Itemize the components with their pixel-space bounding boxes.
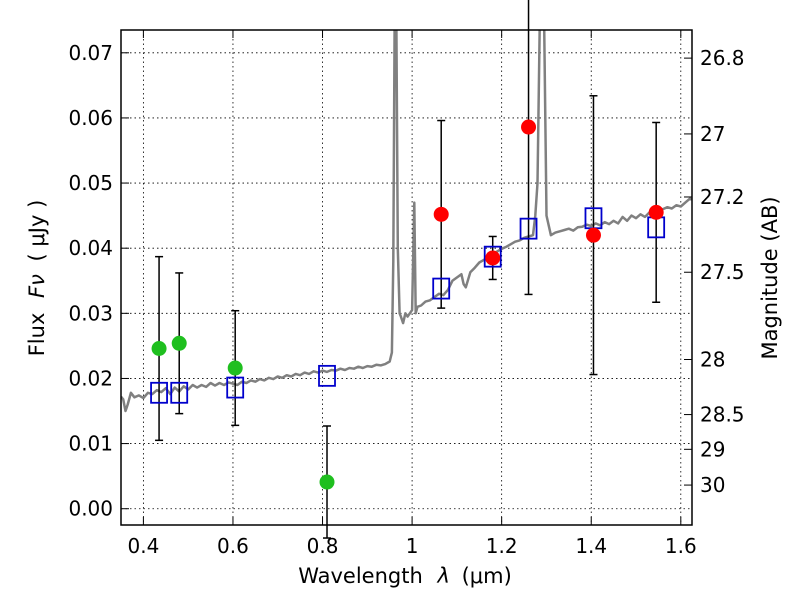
- x-tick-label: 0.4: [127, 534, 159, 558]
- mag-tick-label: 26.8: [700, 46, 745, 70]
- x-tick-label: 0.8: [307, 534, 339, 558]
- mag-tick-label: 29: [700, 437, 725, 461]
- plot-frame: [120, 29, 693, 526]
- model-point: [519, 217, 538, 240]
- x-tick-label: 0.6: [217, 534, 249, 558]
- x-axis-label: Wavelength λ (μm): [298, 564, 512, 588]
- x-tick-label: 1: [406, 534, 419, 558]
- red-data-point: [585, 227, 601, 243]
- mag-tick-label: 30: [700, 473, 725, 497]
- red-data-point: [521, 119, 537, 135]
- y-tick-label: 0.04: [68, 236, 113, 260]
- y-axis-label: Flux Fν ( μJy ): [25, 200, 49, 357]
- model-point: [226, 376, 245, 399]
- mag-tick-label: 27.5: [700, 260, 745, 284]
- model-point: [318, 364, 336, 387]
- y-tick-label: 0.00: [68, 497, 113, 521]
- model-point: [483, 245, 502, 268]
- model-point: [432, 277, 451, 300]
- model-point: [170, 381, 189, 404]
- data-points-layer: [150, 119, 666, 490]
- red-data-point: [648, 204, 664, 220]
- y-tick-label: 0.03: [68, 301, 113, 325]
- x-tick-label: 1.6: [665, 534, 697, 558]
- y-tick-label: 0.05: [68, 171, 113, 195]
- sed-curve-layer: [121, 30, 692, 413]
- sed-model-curve: [121, 30, 692, 413]
- mag-tick-label: 27: [700, 122, 725, 146]
- axis-ticks: 0.4 0.6 0.8 1 1.2 1.4 1.6 0.00 0.01 0.02 0.03 0.04 0…: [68, 30, 745, 558]
- mag-tick-label: 28.5: [700, 403, 745, 427]
- green-data-point: [171, 335, 187, 351]
- green-data-point: [227, 360, 243, 376]
- mag-tick-label: 27.2: [700, 185, 745, 209]
- y-tick-label: 0.01: [68, 432, 113, 456]
- green-data-point: [151, 340, 167, 356]
- mag-tick-label: 28: [700, 348, 725, 372]
- red-data-point: [433, 206, 449, 222]
- x-tick-label: 1.4: [575, 534, 607, 558]
- red-data-point: [485, 250, 501, 266]
- y2-axis-label: Magnitude (AB): [758, 196, 782, 359]
- x-tick-label: 1.2: [486, 534, 518, 558]
- y-tick-label: 0.07: [68, 41, 113, 65]
- y-tick-label: 0.06: [68, 106, 113, 130]
- model-point: [150, 381, 168, 404]
- green-data-point: [319, 474, 335, 490]
- y-tick-label: 0.02: [68, 366, 113, 390]
